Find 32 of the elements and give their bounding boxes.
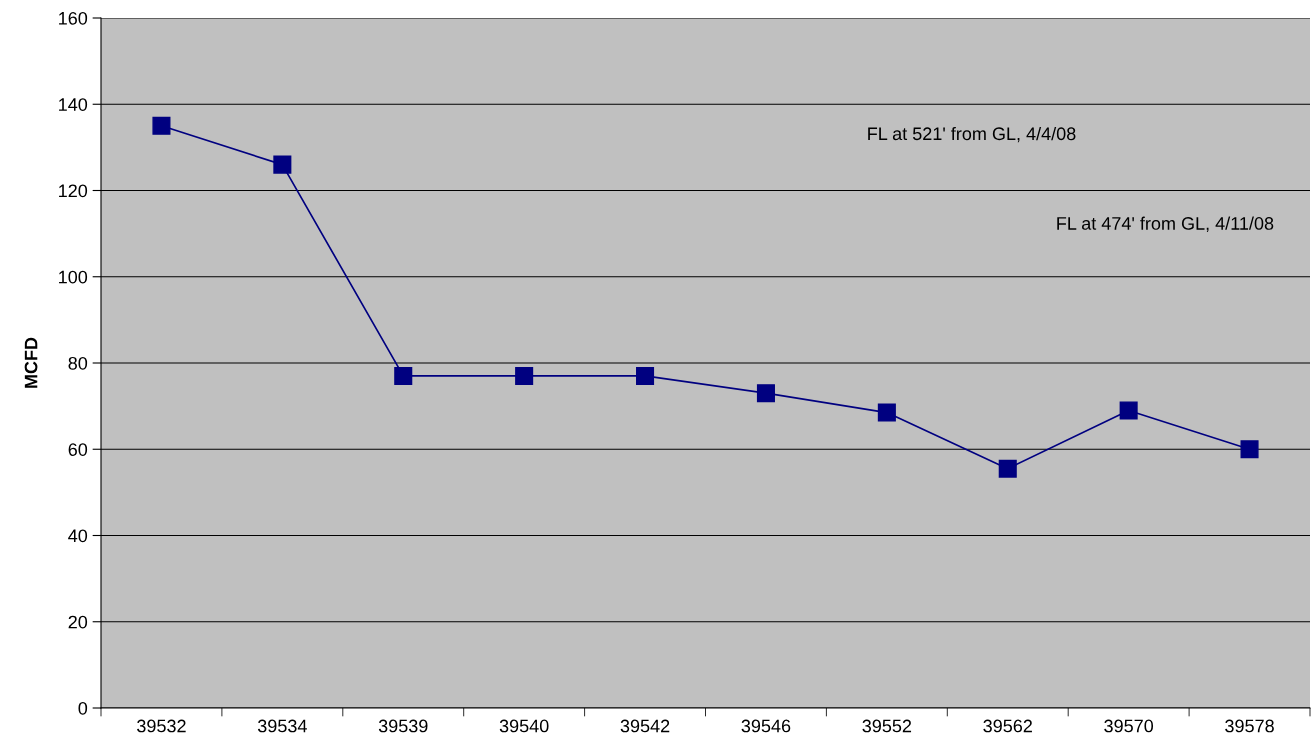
point bbox=[152, 116, 171, 135]
point bbox=[756, 384, 775, 403]
point bbox=[1119, 401, 1138, 420]
y-tick-label: 20 bbox=[68, 615, 88, 629]
x-tick-label: 39532 bbox=[137, 719, 186, 733]
x-tick-label: 39552 bbox=[862, 719, 912, 733]
y-tick-label: 160 bbox=[59, 11, 88, 25]
y-tick-label: 80 bbox=[68, 356, 88, 370]
point bbox=[877, 403, 896, 422]
x-tick-label: 39539 bbox=[378, 719, 428, 733]
x-tick-label: 39578 bbox=[1225, 719, 1274, 733]
y-axis-title: MCFD bbox=[24, 337, 38, 388]
annotation: FL at 521' from GL, 4/4/08 bbox=[868, 126, 1076, 143]
x-tick-label: 39562 bbox=[983, 719, 1032, 733]
x-tick-label: 39540 bbox=[499, 719, 549, 733]
point bbox=[636, 366, 655, 385]
point bbox=[273, 155, 292, 174]
point bbox=[515, 366, 534, 385]
point bbox=[998, 459, 1017, 478]
x-tick-label: 39546 bbox=[741, 719, 791, 733]
y-tick-label: 0 bbox=[78, 701, 88, 715]
point bbox=[1240, 440, 1259, 459]
x-tick-label: 39570 bbox=[1104, 719, 1154, 733]
y-tick-label: 60 bbox=[68, 443, 88, 456]
point bbox=[394, 366, 413, 385]
x-tick-label: 39534 bbox=[257, 719, 307, 733]
y-tick-label: 40 bbox=[68, 529, 88, 543]
y-tick-label: 100 bbox=[59, 270, 88, 284]
annotation: FL at 474' from GL, 4/11/08 bbox=[1057, 216, 1274, 232]
x-tick-label: 39542 bbox=[620, 719, 670, 733]
y-tick-label: 140 bbox=[59, 98, 88, 111]
y-tick-label: 120 bbox=[59, 184, 88, 198]
